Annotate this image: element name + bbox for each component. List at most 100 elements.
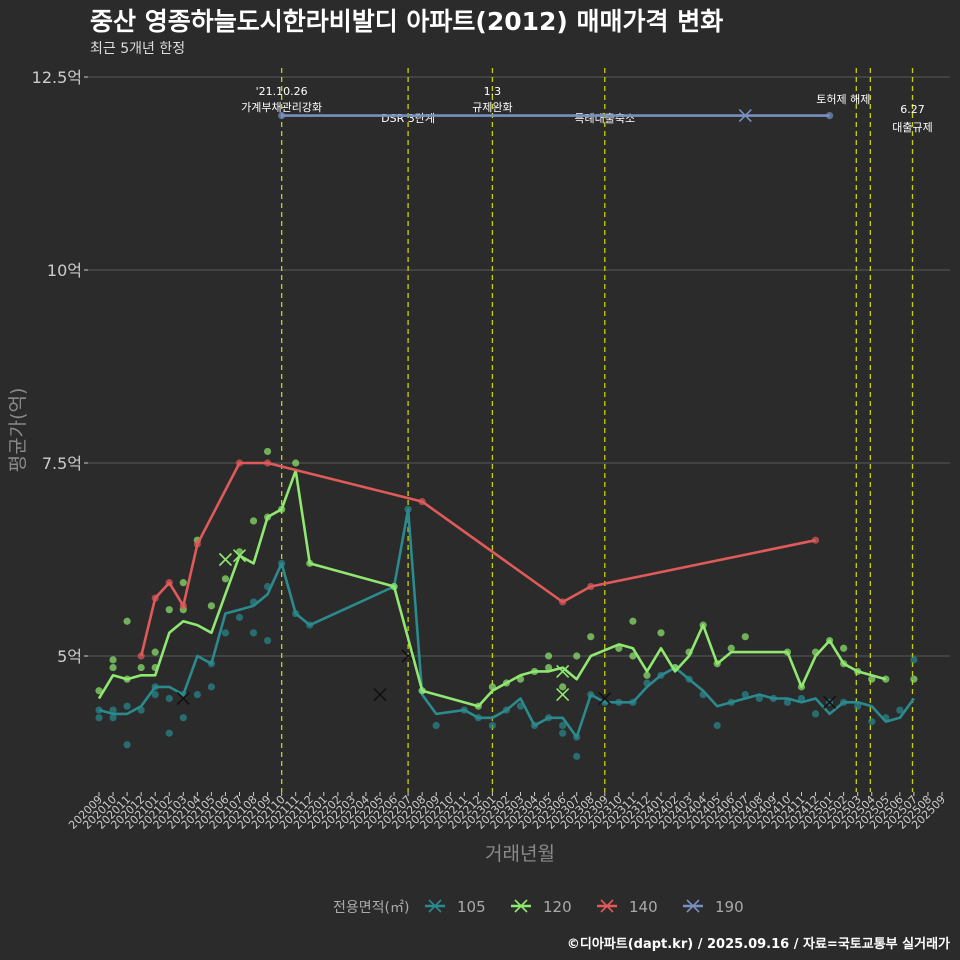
- data-point: [545, 652, 553, 660]
- data-point: [896, 706, 904, 714]
- data-point: [109, 663, 117, 672]
- series-line: [139, 461, 816, 657]
- data-point: [657, 629, 665, 637]
- series-140: [137, 459, 820, 660]
- data-point: [165, 606, 173, 614]
- legend-swatch-x: [686, 899, 700, 913]
- data-point: [545, 663, 553, 672]
- data-point: [432, 721, 440, 730]
- legend-swatch-x: [514, 899, 528, 913]
- data-point: [910, 656, 918, 664]
- data-point: [629, 617, 637, 625]
- data-point: [264, 636, 272, 645]
- x-marker: [738, 109, 752, 123]
- x-marker: [218, 552, 233, 567]
- x-marker: [176, 691, 190, 706]
- y-axis-title: 평균가(억): [7, 388, 29, 473]
- event-label: 가계부채관리강화: [241, 101, 322, 114]
- data-point: [910, 675, 918, 683]
- event-label: 1.3: [484, 85, 502, 98]
- y-tick-label: 5억: [57, 647, 82, 666]
- data-point: [179, 714, 187, 722]
- data-point: [713, 721, 721, 730]
- data-point: [151, 691, 159, 699]
- data-point: [95, 687, 103, 695]
- x-marker: [373, 688, 387, 702]
- event-label: 특례대출축소: [574, 112, 635, 125]
- legend-label: 190: [715, 898, 744, 916]
- data-point: [643, 671, 651, 679]
- data-point: [811, 710, 820, 718]
- data-point: [123, 702, 131, 710]
- data-point: [629, 652, 637, 660]
- x-marker: [232, 549, 247, 563]
- data-point: [109, 706, 117, 714]
- y-tick-label: 7.5억: [42, 454, 82, 473]
- series-line: [97, 469, 887, 708]
- x-marker: [556, 688, 570, 702]
- data-point: [292, 459, 300, 467]
- data-point: [165, 729, 173, 737]
- data-point: [573, 652, 581, 660]
- x-marker: [823, 695, 837, 709]
- data-point: [179, 579, 187, 587]
- data-point: [123, 617, 131, 625]
- legend-title: 전용면적(㎡): [333, 900, 409, 916]
- legend-label: 140: [629, 898, 658, 916]
- legend-item-140: 140: [597, 898, 658, 916]
- legend-item-190: 190: [683, 898, 744, 916]
- data-point: [193, 691, 201, 699]
- data-point: [727, 644, 735, 652]
- event-label: 규제완화: [472, 101, 512, 114]
- legend-label: 105: [457, 898, 486, 916]
- y-tick-label: 12.5억: [32, 68, 82, 87]
- legend-item-120: 120: [511, 898, 572, 916]
- data-point: [755, 694, 763, 703]
- data-point: [264, 447, 272, 456]
- data-point: [797, 694, 806, 703]
- data-point: [221, 629, 230, 637]
- event-label: 토허제 해제: [816, 92, 870, 106]
- page-title: 중산 영종하늘도시한라비발디 아파트(2012) 매매가격 변화: [90, 7, 724, 36]
- x-marker: [598, 691, 612, 706]
- data-point: [207, 683, 215, 691]
- data-point: [249, 629, 258, 637]
- data-point: [741, 633, 749, 641]
- data-point: [559, 721, 567, 730]
- data-point: [109, 714, 117, 722]
- data-point: [488, 721, 496, 730]
- data-point: [840, 644, 848, 652]
- y-tick-label: 10억: [47, 261, 82, 280]
- data-point: [137, 663, 145, 672]
- series-120: [95, 447, 918, 710]
- legend-swatch-x: [428, 899, 442, 913]
- credit-line: ©디아파트(dapt.kr) / 2025.09.16 / 자료=국토교통부 실…: [566, 937, 950, 952]
- event-label: 6.27: [900, 103, 925, 116]
- series-line: [98, 508, 915, 739]
- data-point: [587, 633, 595, 641]
- x-marker: [556, 664, 570, 679]
- data-point: [741, 691, 749, 699]
- data-point: [559, 683, 567, 691]
- event-label: '21.10.26: [256, 85, 308, 98]
- data-point: [573, 752, 581, 760]
- data-point: [165, 694, 173, 703]
- data-point: [221, 575, 230, 583]
- data-point: [109, 656, 117, 664]
- legend-label: 120: [543, 898, 572, 916]
- data-point: [559, 729, 567, 737]
- page-subtitle: 최근 5개년 한정: [90, 41, 186, 57]
- data-point: [95, 714, 103, 722]
- data-point: [235, 613, 244, 622]
- data-point: [151, 648, 159, 656]
- data-point: [123, 741, 131, 749]
- legend-item-105: 105: [425, 898, 486, 916]
- data-point: [249, 517, 258, 525]
- x-axis-title: 거래년월: [485, 843, 555, 865]
- data-point: [854, 702, 862, 710]
- data-point: [868, 675, 876, 683]
- event-label: 대출규제: [892, 121, 932, 134]
- series-190: [278, 109, 834, 123]
